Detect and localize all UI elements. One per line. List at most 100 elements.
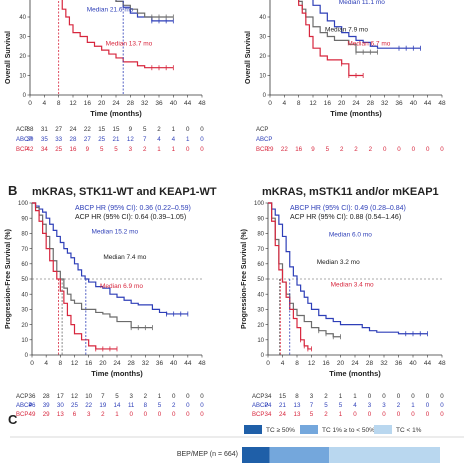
legend-label-tc_low: TC < 1%: [396, 427, 422, 434]
risk-cell-abcp: 2: [172, 402, 176, 409]
y-tick-label: 40: [19, 15, 26, 21]
x-tick-label: 44: [184, 100, 192, 107]
risk-cell-bcp: 0: [353, 411, 357, 418]
legend-swatch-tc_high: [244, 425, 262, 434]
series-group: [268, 202, 428, 352]
y-tick-label: 70: [21, 247, 28, 253]
hazard-ratio-text: ACP HR (95% CI): 0.88 (0.54–1.46): [290, 214, 401, 221]
risk-cell-bcp: 13: [57, 411, 64, 418]
risk-cell-bcp: 0: [426, 411, 430, 418]
x-tick-label: 16: [85, 360, 93, 367]
y-axis-label: Progression-Free Survival (%): [5, 229, 12, 329]
risk-row-label-bcp: BCP: [16, 147, 28, 153]
x-tick-label: 20: [338, 100, 346, 107]
x-tick-label: 44: [424, 100, 432, 107]
risk-cell-acp: 28: [43, 393, 50, 400]
x-tick-label: 36: [155, 100, 163, 107]
risk-cell-acp: 7: [101, 393, 105, 400]
legend-swatch-tc_low: [374, 425, 392, 434]
risk-cell-bcp: 13: [294, 411, 301, 418]
risk-cell-acp: 0: [382, 393, 386, 400]
risk-cell-bcp: 29: [267, 146, 274, 153]
x-tick-label: 28: [128, 360, 136, 367]
risk-cell-bcp: 6: [73, 411, 77, 418]
x-tick-label: 32: [380, 360, 388, 367]
x-tick-label: 16: [324, 100, 332, 107]
risk-cell-abcp: 2: [397, 402, 401, 409]
x-tick-label: 24: [352, 100, 360, 107]
x-tick-label: 48: [438, 100, 446, 107]
risk-cell-acp: 1: [353, 393, 357, 400]
risk-cell-bcp: 29: [43, 411, 50, 418]
x-tick-label: 20: [337, 360, 345, 367]
legend-label-tc_mid: TC 1% ≥ to < 50%: [322, 427, 375, 434]
risk-cell-acp: 0: [200, 393, 204, 400]
x-tick-label: 8: [297, 100, 301, 107]
risk-cell-acp: 1: [339, 393, 343, 400]
x-tick-label: 4: [283, 100, 287, 107]
risk-cell-acp: 24: [70, 126, 77, 133]
panel-b-left-title: mKRAS, STK11-WT and KEAP1-WT: [32, 186, 217, 198]
panel-c-label: C: [8, 412, 18, 427]
y-tick-label: 10: [21, 338, 28, 344]
risk-cell-abcp: 39: [43, 402, 50, 409]
median-annotation-abcp: Median 21.6 mo: [87, 6, 134, 13]
y-tick-label: 0: [25, 353, 29, 359]
risk-cell-bcp: 0: [397, 411, 401, 418]
y-tick-label: 10: [19, 74, 26, 80]
risk-cell-bcp: 34: [265, 411, 272, 418]
risk-cell-bcp: 25: [55, 146, 62, 153]
y-tick-label: 90: [257, 216, 264, 222]
median-annotation-bcp: Median 3.4 mo: [331, 282, 374, 289]
x-tick-label: 24: [112, 100, 120, 107]
median-annotation-acp: Median 7.9 mo: [325, 26, 368, 33]
km-curve-acp: [115, 0, 174, 18]
x-axis-label: Time (months): [329, 369, 381, 378]
risk-cell-bcp: 9: [311, 146, 315, 153]
x-tick-label: 40: [410, 100, 418, 107]
x-tick-label: 28: [367, 100, 375, 107]
x-tick-label: 32: [141, 100, 149, 107]
risk-cell-acp: 22: [84, 126, 91, 133]
risk-cell-acp: 0: [186, 126, 190, 133]
risk-cell-abcp: 5: [158, 402, 162, 409]
risk-cell-acp: 17: [57, 393, 64, 400]
y-axis-label: Overall Survival: [245, 31, 252, 84]
hazard-ratio-text: ACP HR (95% CI): 0.64 (0.39–1.05): [75, 214, 186, 221]
risk-cell-bcp: 1: [115, 411, 119, 418]
median-annotation-bcp: Median 6.9 mo: [100, 283, 143, 290]
risk-cell-acp: 0: [368, 393, 372, 400]
risk-row-label-bcp: BCP: [16, 412, 28, 418]
risk-cell-acp: 0: [411, 393, 415, 400]
x-tick-label: 0: [266, 360, 270, 367]
risk-cell-acp: 5: [143, 126, 147, 133]
risk-cell-abcp: 21: [279, 402, 286, 409]
risk-cell-acp: 9: [129, 126, 133, 133]
x-tick-label: 4: [281, 360, 285, 367]
risk-cell-abcp: 1: [186, 136, 190, 143]
risk-cell-bcp: 2: [354, 146, 358, 153]
risk-cell-abcp: 25: [71, 402, 78, 409]
risk-cell-acp: 27: [55, 126, 62, 133]
y-tick-label: 50: [21, 277, 28, 283]
risk-row-label-abcp: ABCP: [16, 137, 32, 143]
x-tick-label: 48: [198, 360, 206, 367]
risk-cell-acp: 3: [129, 393, 133, 400]
x-tick-label: 40: [170, 100, 178, 107]
risk-cell-bcp: 0: [412, 146, 416, 153]
x-axis-label: Time (months): [90, 109, 142, 118]
risk-cell-acp: 0: [426, 393, 430, 400]
risk-cell-bcp: 16: [70, 146, 77, 153]
x-tick-label: 0: [28, 100, 32, 107]
risk-cell-abcp: 46: [29, 402, 36, 409]
y-tick-label: 0: [23, 93, 27, 99]
median-annotation-acp: Median 7.4 mo: [103, 254, 146, 261]
risk-cell-acp: 15: [98, 126, 105, 133]
risk-cell-abcp: 13: [294, 402, 301, 409]
risk-cell-bcp: 2: [340, 146, 344, 153]
legend-label-tc_high: TC ≥ 50%: [266, 427, 295, 434]
risk-cell-abcp: 12: [127, 136, 134, 143]
x-tick-label: 44: [424, 360, 432, 367]
risk-cell-bcp: 1: [339, 411, 343, 418]
